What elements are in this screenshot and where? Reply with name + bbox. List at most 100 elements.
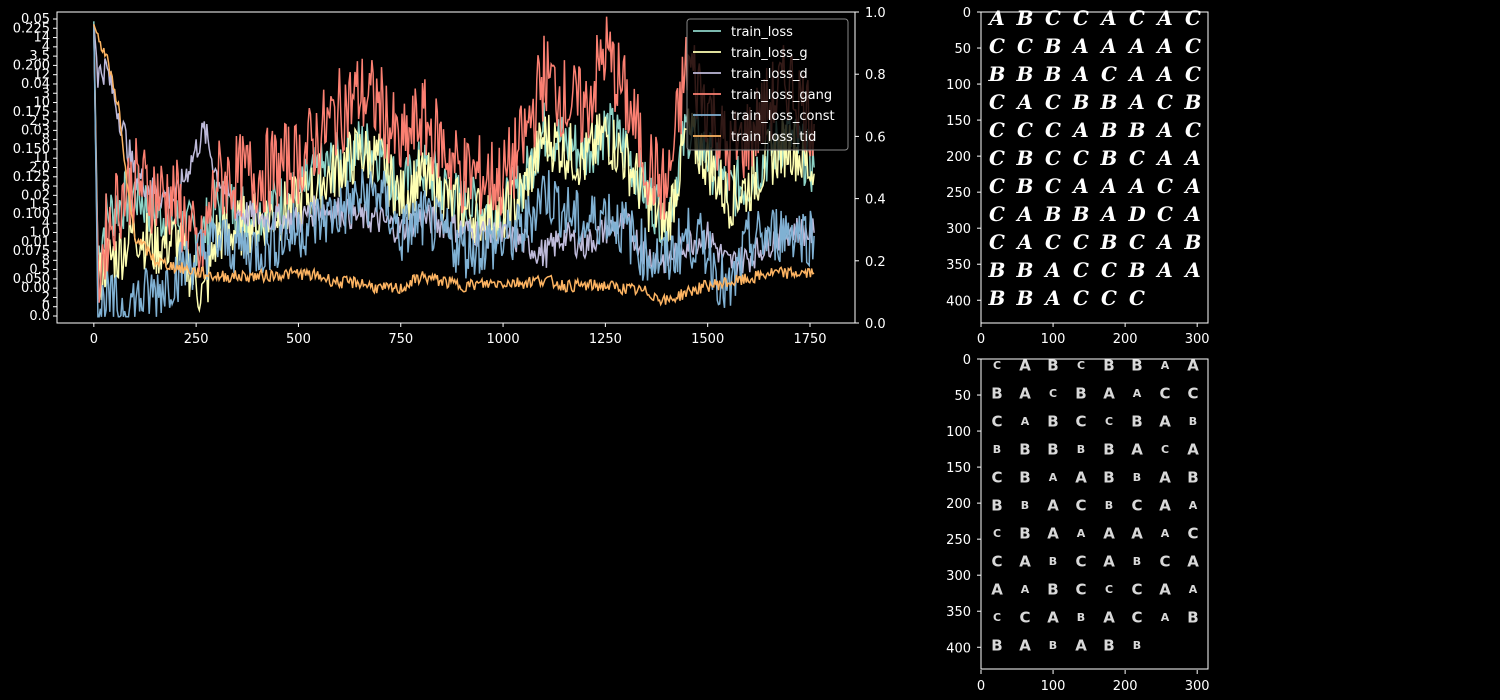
grid-glyph: B bbox=[991, 636, 1002, 654]
grid-glyph: C bbox=[991, 468, 1002, 486]
grid-y-tick-label: 250 bbox=[946, 533, 971, 548]
left-tick-label: 8 bbox=[42, 253, 50, 268]
grid-glyph: A bbox=[1043, 258, 1061, 282]
grid-glyph: C bbox=[1017, 118, 1033, 142]
x-tick-label: 1500 bbox=[691, 332, 724, 347]
grid-glyph: A bbox=[1015, 230, 1033, 254]
generated-grid-panel: C A B C B B A AB A C B A A C CC A B C C B A BB B B B B A C AC B A A B B A B… bbox=[946, 353, 1209, 694]
grid-glyph: A bbox=[1103, 608, 1115, 626]
grid-glyph: A bbox=[1047, 524, 1059, 542]
grid-glyph: B bbox=[1044, 202, 1062, 226]
grid-glyph: A bbox=[1099, 6, 1117, 30]
grid-glyph: C bbox=[1073, 146, 1089, 170]
grid-y-tick-label: 200 bbox=[946, 150, 971, 165]
right-tick-label: 0.2 bbox=[865, 255, 886, 270]
x-tick-label: 250 bbox=[184, 332, 209, 347]
series-line-train_loss_const bbox=[93, 24, 815, 318]
grid-glyph: C bbox=[1045, 230, 1061, 254]
grid-glyph: A bbox=[1187, 356, 1199, 374]
grid-glyph: A bbox=[1127, 174, 1145, 198]
grid-glyph: A bbox=[1015, 202, 1033, 226]
grid-glyph: B bbox=[1072, 90, 1090, 114]
left-tick-label: 0.04 bbox=[21, 77, 50, 92]
right-tick-label: 0.8 bbox=[865, 68, 886, 83]
left-tick-label: 0 bbox=[42, 300, 50, 315]
grid-glyph: C bbox=[1073, 6, 1089, 30]
grid-glyph: B bbox=[1016, 258, 1034, 282]
grid-glyph: A bbox=[1099, 34, 1117, 58]
x-tick-label: 500 bbox=[286, 332, 311, 347]
grid-glyph: A bbox=[1159, 496, 1171, 514]
grid-glyph: A bbox=[1183, 202, 1201, 226]
grid-glyph: A bbox=[1155, 6, 1173, 30]
grid-glyph: A bbox=[987, 6, 1005, 30]
grid-y-tick-label: 150 bbox=[946, 114, 971, 129]
grid-glyph: C bbox=[991, 552, 1002, 570]
grid-glyph: C bbox=[1185, 62, 1201, 86]
grid-glyph: B bbox=[1187, 608, 1198, 626]
grid-glyph: A bbox=[1099, 202, 1117, 226]
grid-glyph: A bbox=[1187, 552, 1199, 570]
left-tick-label: 0.05 bbox=[21, 12, 50, 27]
grid-glyph: A bbox=[1103, 552, 1115, 570]
grid-glyph: C bbox=[1101, 62, 1117, 86]
grid-glyph: B bbox=[988, 286, 1006, 310]
grid-glyph: A bbox=[1189, 583, 1198, 596]
grid-glyph: B bbox=[1077, 611, 1085, 624]
grid-glyph: A bbox=[1133, 387, 1142, 400]
grid-glyph: A bbox=[1071, 34, 1089, 58]
grid-glyph: C bbox=[1045, 90, 1061, 114]
grid-glyph: A bbox=[1077, 527, 1086, 540]
grid-glyph: A bbox=[1127, 62, 1145, 86]
grid-glyph: A bbox=[1155, 62, 1173, 86]
grid-glyph: B bbox=[1044, 34, 1062, 58]
grid-glyph: A bbox=[1075, 636, 1087, 654]
legend-label-train_loss_d: train_loss_d bbox=[731, 67, 808, 82]
grid-glyph: B bbox=[1128, 118, 1146, 142]
grid-glyph: B bbox=[1133, 471, 1141, 484]
grid-glyph: C bbox=[1129, 286, 1145, 310]
grid-glyph: B bbox=[1019, 440, 1030, 458]
grid-glyph: C bbox=[1049, 387, 1057, 400]
legend-label-train_loss_g: train_loss_g bbox=[731, 46, 808, 61]
grid-glyph: B bbox=[1105, 499, 1113, 512]
grid-glyph: C bbox=[1129, 230, 1145, 254]
grid-glyph: A bbox=[1099, 174, 1117, 198]
left-tick-label: 0.5 bbox=[29, 263, 50, 278]
right-tick-label: 0.6 bbox=[865, 130, 886, 145]
grid-glyph: B bbox=[1047, 580, 1058, 598]
grid-glyph: C bbox=[1045, 118, 1061, 142]
left-tick-label: 2.0 bbox=[29, 161, 50, 176]
grid-glyph: C bbox=[1045, 146, 1061, 170]
grid-glyph: A bbox=[1183, 174, 1201, 198]
grid-glyph: C bbox=[1019, 608, 1030, 626]
grid-glyph: C bbox=[1157, 90, 1173, 114]
grid-x-tick-label: 0 bbox=[977, 332, 985, 347]
handwritten-grid-frame bbox=[980, 11, 1209, 324]
right-tick-label: 0.4 bbox=[865, 193, 886, 208]
grid-y-tick-label: 250 bbox=[946, 186, 971, 201]
grid-glyph: C bbox=[989, 174, 1005, 198]
left-tick-label: 8 bbox=[42, 133, 50, 148]
grid-glyph: A bbox=[1021, 415, 1030, 428]
grid-glyph: A bbox=[1155, 34, 1173, 58]
grid-glyph: B bbox=[1019, 468, 1030, 486]
grid-glyph: C bbox=[989, 90, 1005, 114]
grid-glyph: C bbox=[989, 146, 1005, 170]
grid-glyph: B bbox=[1100, 118, 1118, 142]
grid-glyph: B bbox=[1021, 499, 1029, 512]
left-tick-label: 0.150 bbox=[13, 142, 50, 157]
grid-glyph: B bbox=[1189, 415, 1197, 428]
grid-glyph: B bbox=[1047, 412, 1058, 430]
right-tick-label: 0.0 bbox=[865, 317, 886, 332]
grid-glyph: C bbox=[1185, 6, 1201, 30]
grid-glyph: C bbox=[1131, 496, 1142, 514]
x-tick-label: 1750 bbox=[793, 332, 826, 347]
left-tick-label: 0.01 bbox=[21, 235, 50, 250]
grid-glyph: A bbox=[1161, 611, 1170, 624]
grid-glyph: C bbox=[989, 202, 1005, 226]
grid-glyph: B bbox=[1131, 356, 1142, 374]
left-tick-label: 4 bbox=[42, 40, 50, 55]
left-tick-label: 0.100 bbox=[13, 207, 50, 222]
grid-glyph: C bbox=[1161, 443, 1169, 456]
